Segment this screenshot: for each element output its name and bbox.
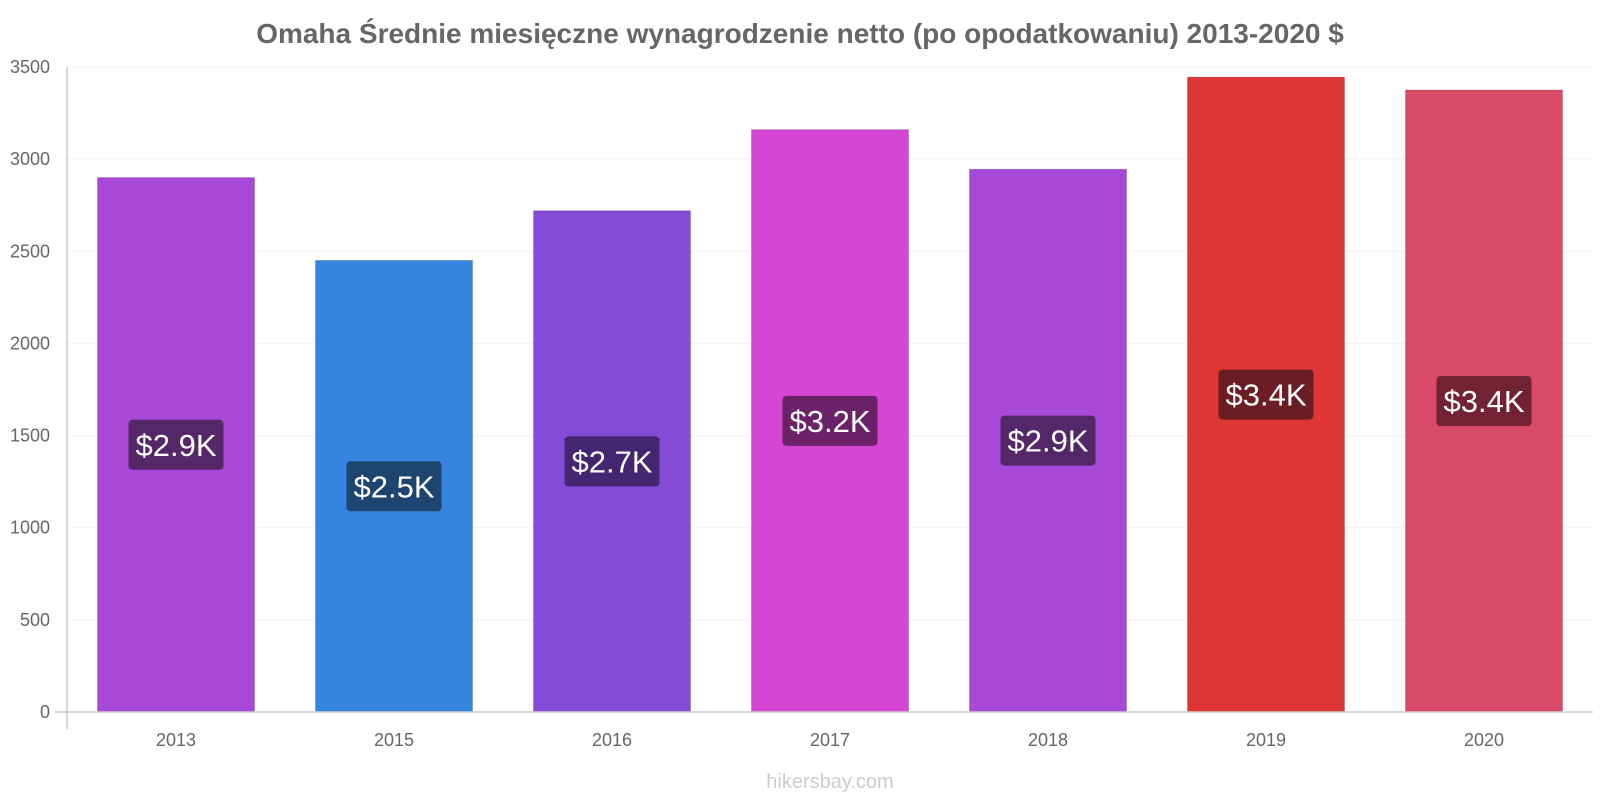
value-label-text: $2.7K <box>571 444 652 479</box>
axes <box>55 67 1593 729</box>
value-label-text: $3.2K <box>789 404 870 439</box>
value-labels: $2.9K $2.5K $2.7K $3.2K $2.9K $3.4K $3.4K <box>128 369 1532 512</box>
value-label: $3.2K <box>782 395 878 446</box>
y-tick-label: 0 <box>40 702 50 722</box>
value-label-background <box>1436 376 1532 427</box>
value-label-background <box>346 461 442 512</box>
x-tick-label: 2017 <box>810 730 850 750</box>
y-tick-label: 1000 <box>10 518 50 538</box>
y-tick-label: 1500 <box>10 426 50 446</box>
y-tick-label: 500 <box>20 610 50 630</box>
value-label: $2.9K <box>1000 415 1096 466</box>
value-label-background <box>564 436 660 487</box>
x-tick-label: 2016 <box>592 730 632 750</box>
bars <box>97 76 1563 713</box>
x-tick-label: 2019 <box>1246 730 1286 750</box>
y-tick-label: 2500 <box>10 241 50 261</box>
value-label: $2.7K <box>564 436 660 487</box>
value-label-background <box>1000 415 1096 466</box>
chart-title: Omaha Średnie miesięczne wynagrodzenie n… <box>256 18 1344 49</box>
value-label-background <box>782 395 878 446</box>
x-tick-label: 2013 <box>156 730 196 750</box>
value-label-text: $2.9K <box>135 428 216 463</box>
x-axis-ticks: 2013 2015 2016 2017 2018 2019 2020 <box>156 730 1504 750</box>
y-tick-label: 3000 <box>10 149 50 169</box>
watermark: hikersbay.com <box>766 771 893 793</box>
x-tick-label: 2018 <box>1028 730 1068 750</box>
value-label: $2.9K <box>128 419 224 470</box>
value-label-text: $2.9K <box>1007 424 1088 459</box>
value-label-text: $3.4K <box>1225 378 1306 413</box>
y-axis-ticks: 0 500 1000 1500 2000 2500 3000 3500 <box>10 57 50 722</box>
value-label: $3.4K <box>1436 376 1532 427</box>
value-label-background <box>128 419 224 470</box>
value-label: $2.5K <box>346 461 442 512</box>
x-tick-label: 2015 <box>374 730 414 750</box>
value-label: $3.4K <box>1218 369 1314 420</box>
x-tick-label: 2020 <box>1464 730 1504 750</box>
value-label-text: $2.5K <box>353 469 434 504</box>
value-label-text: $3.4K <box>1443 384 1524 419</box>
value-label-background <box>1218 369 1314 420</box>
y-tick-label: 2000 <box>10 333 50 353</box>
y-tick-label: 3500 <box>10 57 50 77</box>
